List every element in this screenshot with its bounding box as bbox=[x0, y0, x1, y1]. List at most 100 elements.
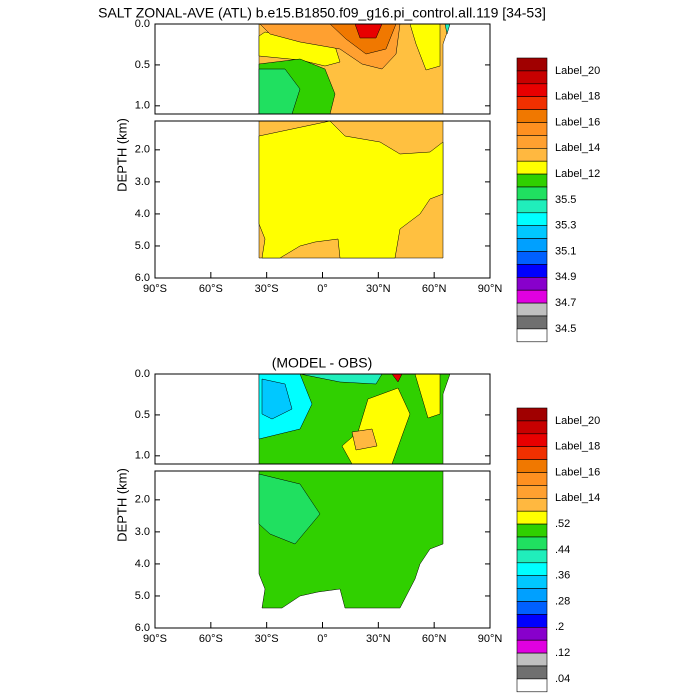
x-tick-label: 90°S bbox=[143, 633, 167, 645]
y-tick-label: 0.0 bbox=[135, 368, 150, 380]
plot-frame bbox=[154, 23, 491, 115]
colorbar-label: .2 bbox=[555, 621, 564, 633]
colorbar-label: Label_18 bbox=[555, 91, 600, 103]
colorbar-box bbox=[516, 212, 548, 227]
colorbar-box bbox=[516, 122, 548, 136]
x-tick-label: 60°N bbox=[422, 633, 447, 645]
contour-fill bbox=[261, 378, 293, 420]
colorbar-label: Label_18 bbox=[555, 441, 600, 453]
colorbar-label: .44 bbox=[555, 544, 570, 556]
colorbar-label: .28 bbox=[555, 595, 570, 607]
x-tick-label: 90°N bbox=[478, 633, 503, 645]
colorbar-box bbox=[516, 276, 548, 291]
colorbar-box bbox=[516, 523, 548, 538]
x-tick-label: 0° bbox=[317, 283, 328, 295]
x-tick-label: 30°N bbox=[366, 283, 391, 295]
plot-frame bbox=[154, 373, 491, 465]
contour-fill bbox=[258, 473, 321, 545]
colorbar-box bbox=[516, 665, 548, 680]
colorbar-box bbox=[516, 96, 548, 110]
colorbar-label: 35.1 bbox=[555, 245, 576, 257]
x-tick-label: 60°N bbox=[422, 283, 447, 295]
colorbar-label: 34.9 bbox=[555, 271, 576, 283]
colorbar-label: 35.3 bbox=[555, 220, 576, 232]
y-tick-label: 6.0 bbox=[135, 622, 150, 634]
colorbar-box bbox=[516, 289, 548, 304]
colorbar-label: Label_16 bbox=[555, 116, 600, 128]
y-tick-label: 1.0 bbox=[135, 450, 150, 462]
colorbar-box bbox=[516, 614, 548, 628]
colorbar-box bbox=[516, 446, 548, 460]
y-tick-label: 1.0 bbox=[135, 100, 150, 112]
colorbar-box bbox=[516, 497, 548, 512]
chart-title: (MODEL - OBS) bbox=[272, 355, 373, 371]
colorbar-box bbox=[516, 459, 548, 473]
x-tick-label: 30°S bbox=[255, 283, 279, 295]
colorbar-label: .04 bbox=[555, 673, 570, 685]
colorbar-box bbox=[516, 315, 548, 330]
y-tick-label: 2.0 bbox=[135, 144, 150, 156]
colorbar-box bbox=[516, 57, 548, 72]
colorbar-box bbox=[516, 328, 548, 343]
y-tick-label: 4.0 bbox=[135, 558, 150, 570]
colorbar-box bbox=[516, 135, 548, 149]
colorbar-box bbox=[516, 264, 548, 278]
colorbar-box bbox=[516, 251, 548, 265]
colorbar-box bbox=[516, 536, 548, 551]
colorbar-box bbox=[516, 173, 548, 188]
colorbar-box bbox=[516, 186, 548, 201]
x-tick-label: 0° bbox=[317, 633, 328, 645]
y-tick-label: 0.5 bbox=[135, 59, 150, 71]
colorbar-box bbox=[516, 549, 548, 564]
colorbar-label: Label_12 bbox=[555, 168, 600, 180]
colorbar-box bbox=[516, 70, 548, 85]
colorbar-box bbox=[516, 225, 548, 239]
colorbar-label: Label_20 bbox=[555, 415, 600, 427]
colorbar-box bbox=[516, 420, 548, 435]
y-tick-label: 0.5 bbox=[135, 409, 150, 421]
x-tick-label: 60°S bbox=[199, 633, 223, 645]
colorbar-box bbox=[516, 109, 548, 123]
y-tick-label: 3.0 bbox=[135, 176, 150, 188]
colorbar-label: Label_20 bbox=[555, 65, 600, 77]
colorbar-label: .12 bbox=[555, 647, 570, 659]
y-tick-label: 4.0 bbox=[135, 208, 150, 220]
x-tick-label: 90°S bbox=[143, 283, 167, 295]
x-tick-label: 90°N bbox=[478, 283, 503, 295]
colorbar-box bbox=[516, 588, 548, 602]
y-axis-label: DEPTH (km) bbox=[114, 118, 129, 192]
y-tick-label: 6.0 bbox=[135, 272, 150, 284]
colorbar-box bbox=[516, 652, 548, 667]
colorbar-box bbox=[516, 485, 548, 499]
colorbar-box bbox=[516, 199, 548, 214]
colorbar-box bbox=[516, 238, 548, 252]
colorbar-box bbox=[516, 433, 548, 447]
y-tick-label: 3.0 bbox=[135, 526, 150, 538]
colorbar-box bbox=[516, 407, 548, 422]
colorbar-box bbox=[516, 83, 548, 98]
contour-fill bbox=[258, 120, 444, 259]
colorbar-box bbox=[516, 639, 548, 654]
chart-title: SALT ZONAL-AVE (ATL) b.e15.B1850.f09_g16… bbox=[98, 5, 546, 21]
colorbar-box bbox=[516, 562, 548, 576]
contour-fill bbox=[258, 68, 301, 115]
colorbar-label: 34.5 bbox=[555, 323, 576, 335]
colorbar-box bbox=[516, 575, 548, 589]
x-tick-label: 30°N bbox=[366, 633, 391, 645]
colorbar-box bbox=[516, 148, 548, 162]
colorbar-label: .36 bbox=[555, 570, 570, 582]
contour-fill bbox=[351, 428, 378, 451]
colorbar-label: 34.7 bbox=[555, 297, 576, 309]
colorbar-box bbox=[516, 302, 548, 317]
x-tick-label: 60°S bbox=[199, 283, 223, 295]
colorbar-label: Label_14 bbox=[555, 492, 600, 504]
colorbar-label: .52 bbox=[555, 518, 570, 530]
colorbar-box bbox=[516, 160, 548, 175]
y-axis-label: DEPTH (km) bbox=[114, 468, 129, 542]
colorbar-label: 35.5 bbox=[555, 194, 576, 206]
colorbar-box bbox=[516, 678, 548, 693]
colorbar-label: Label_16 bbox=[555, 466, 600, 478]
colorbar-box bbox=[516, 472, 548, 486]
y-tick-label: 5.0 bbox=[135, 590, 150, 602]
